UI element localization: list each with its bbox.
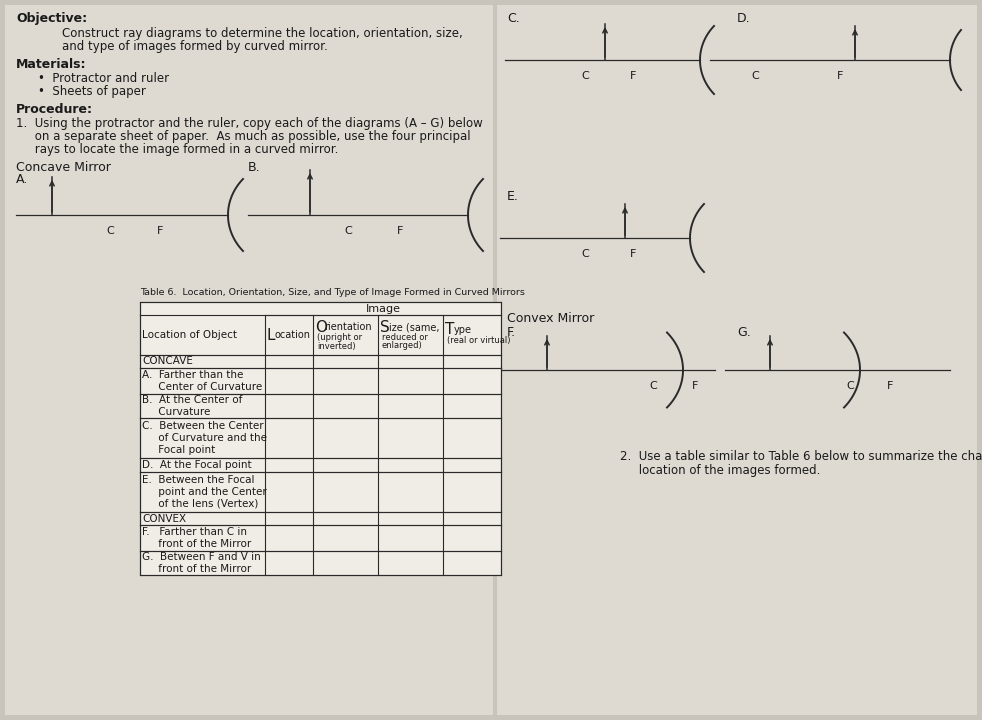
Text: F: F: [691, 381, 698, 391]
Text: Table 6.  Location, Orientation, Size, and Type of Image Formed in Curved Mirror: Table 6. Location, Orientation, Size, an…: [140, 288, 524, 297]
Text: G.: G.: [737, 326, 751, 339]
Text: G.  Between F and V in
     front of the Mirror: G. Between F and V in front of the Mirro…: [142, 552, 261, 574]
Text: Convex Mirror: Convex Mirror: [507, 312, 594, 325]
Text: C: C: [581, 71, 589, 81]
Text: L: L: [267, 328, 276, 343]
Text: 1.  Using the protractor and the ruler, copy each of the diagrams (A – G) below: 1. Using the protractor and the ruler, c…: [16, 117, 483, 130]
Text: F: F: [837, 71, 844, 81]
Text: Construct ray diagrams to determine the location, orientation, size,: Construct ray diagrams to determine the …: [62, 27, 463, 40]
Text: B.  At the Center of
     Curvature: B. At the Center of Curvature: [142, 395, 243, 417]
Text: C: C: [581, 249, 589, 259]
Text: CONCAVE: CONCAVE: [142, 356, 192, 366]
Text: O: O: [315, 320, 327, 335]
Text: F: F: [397, 226, 404, 236]
Text: location of the images formed.: location of the images formed.: [620, 464, 820, 477]
Text: rientation: rientation: [324, 322, 371, 332]
Text: F.   Farther than C in
     front of the Mirror: F. Farther than C in front of the Mirror: [142, 527, 251, 549]
Text: ocation: ocation: [275, 330, 311, 340]
Text: A.: A.: [16, 173, 28, 186]
Text: F: F: [629, 71, 636, 81]
Text: C: C: [649, 381, 657, 391]
Text: Procedure:: Procedure:: [16, 103, 93, 116]
Text: S: S: [380, 320, 390, 335]
Bar: [497, 5, 977, 715]
Text: E.: E.: [507, 190, 518, 203]
Text: F: F: [157, 226, 163, 236]
Text: Materials:: Materials:: [16, 58, 86, 71]
Text: rays to locate the image formed in a curved mirror.: rays to locate the image formed in a cur…: [16, 143, 339, 156]
Text: C.: C.: [507, 12, 519, 25]
Text: and type of images formed by curved mirror.: and type of images formed by curved mirr…: [62, 40, 328, 53]
Text: reduced or: reduced or: [382, 333, 428, 343]
Text: 2.  Use a table similar to Table 6 below to summarize the characteristics and: 2. Use a table similar to Table 6 below …: [620, 450, 982, 463]
Text: C: C: [344, 226, 352, 236]
Text: ize (same,: ize (same,: [389, 322, 440, 332]
Text: enlarged): enlarged): [382, 341, 422, 351]
Bar: [140, 302, 501, 575]
Text: F: F: [887, 381, 894, 391]
Text: on a separate sheet of paper.  As much as possible, use the four principal: on a separate sheet of paper. As much as…: [16, 130, 470, 143]
Text: (upright or: (upright or: [317, 333, 362, 343]
Text: Location of Object: Location of Object: [142, 330, 237, 340]
Text: inverted): inverted): [317, 341, 355, 351]
Text: •  Protractor and ruler: • Protractor and ruler: [38, 72, 169, 85]
Text: ype: ype: [454, 325, 472, 335]
Text: F: F: [629, 249, 636, 259]
Text: T: T: [445, 323, 455, 338]
Bar: [5, 5, 493, 715]
Text: E.  Between the Focal
     point and the Center
     of the lens (Vertex): E. Between the Focal point and the Cente…: [142, 475, 267, 508]
Text: A.  Farther than the
     Center of Curvature: A. Farther than the Center of Curvature: [142, 370, 262, 392]
Text: Image: Image: [365, 304, 401, 313]
Text: C: C: [846, 381, 854, 391]
Text: (real or virtual): (real or virtual): [447, 336, 511, 346]
Text: Concave Mirror: Concave Mirror: [16, 161, 111, 174]
Text: •  Sheets of paper: • Sheets of paper: [38, 85, 146, 98]
Text: Objective:: Objective:: [16, 12, 87, 25]
Text: D.: D.: [737, 12, 750, 25]
Text: D.  At the Focal point: D. At the Focal point: [142, 460, 251, 470]
Text: C: C: [751, 71, 759, 81]
Text: C: C: [106, 226, 114, 236]
Text: CONVEX: CONVEX: [142, 513, 187, 523]
Text: C.  Between the Center
     of Curvature and the
     Focal point: C. Between the Center of Curvature and t…: [142, 421, 267, 454]
Text: B.: B.: [248, 161, 260, 174]
Text: F.: F.: [507, 326, 517, 339]
